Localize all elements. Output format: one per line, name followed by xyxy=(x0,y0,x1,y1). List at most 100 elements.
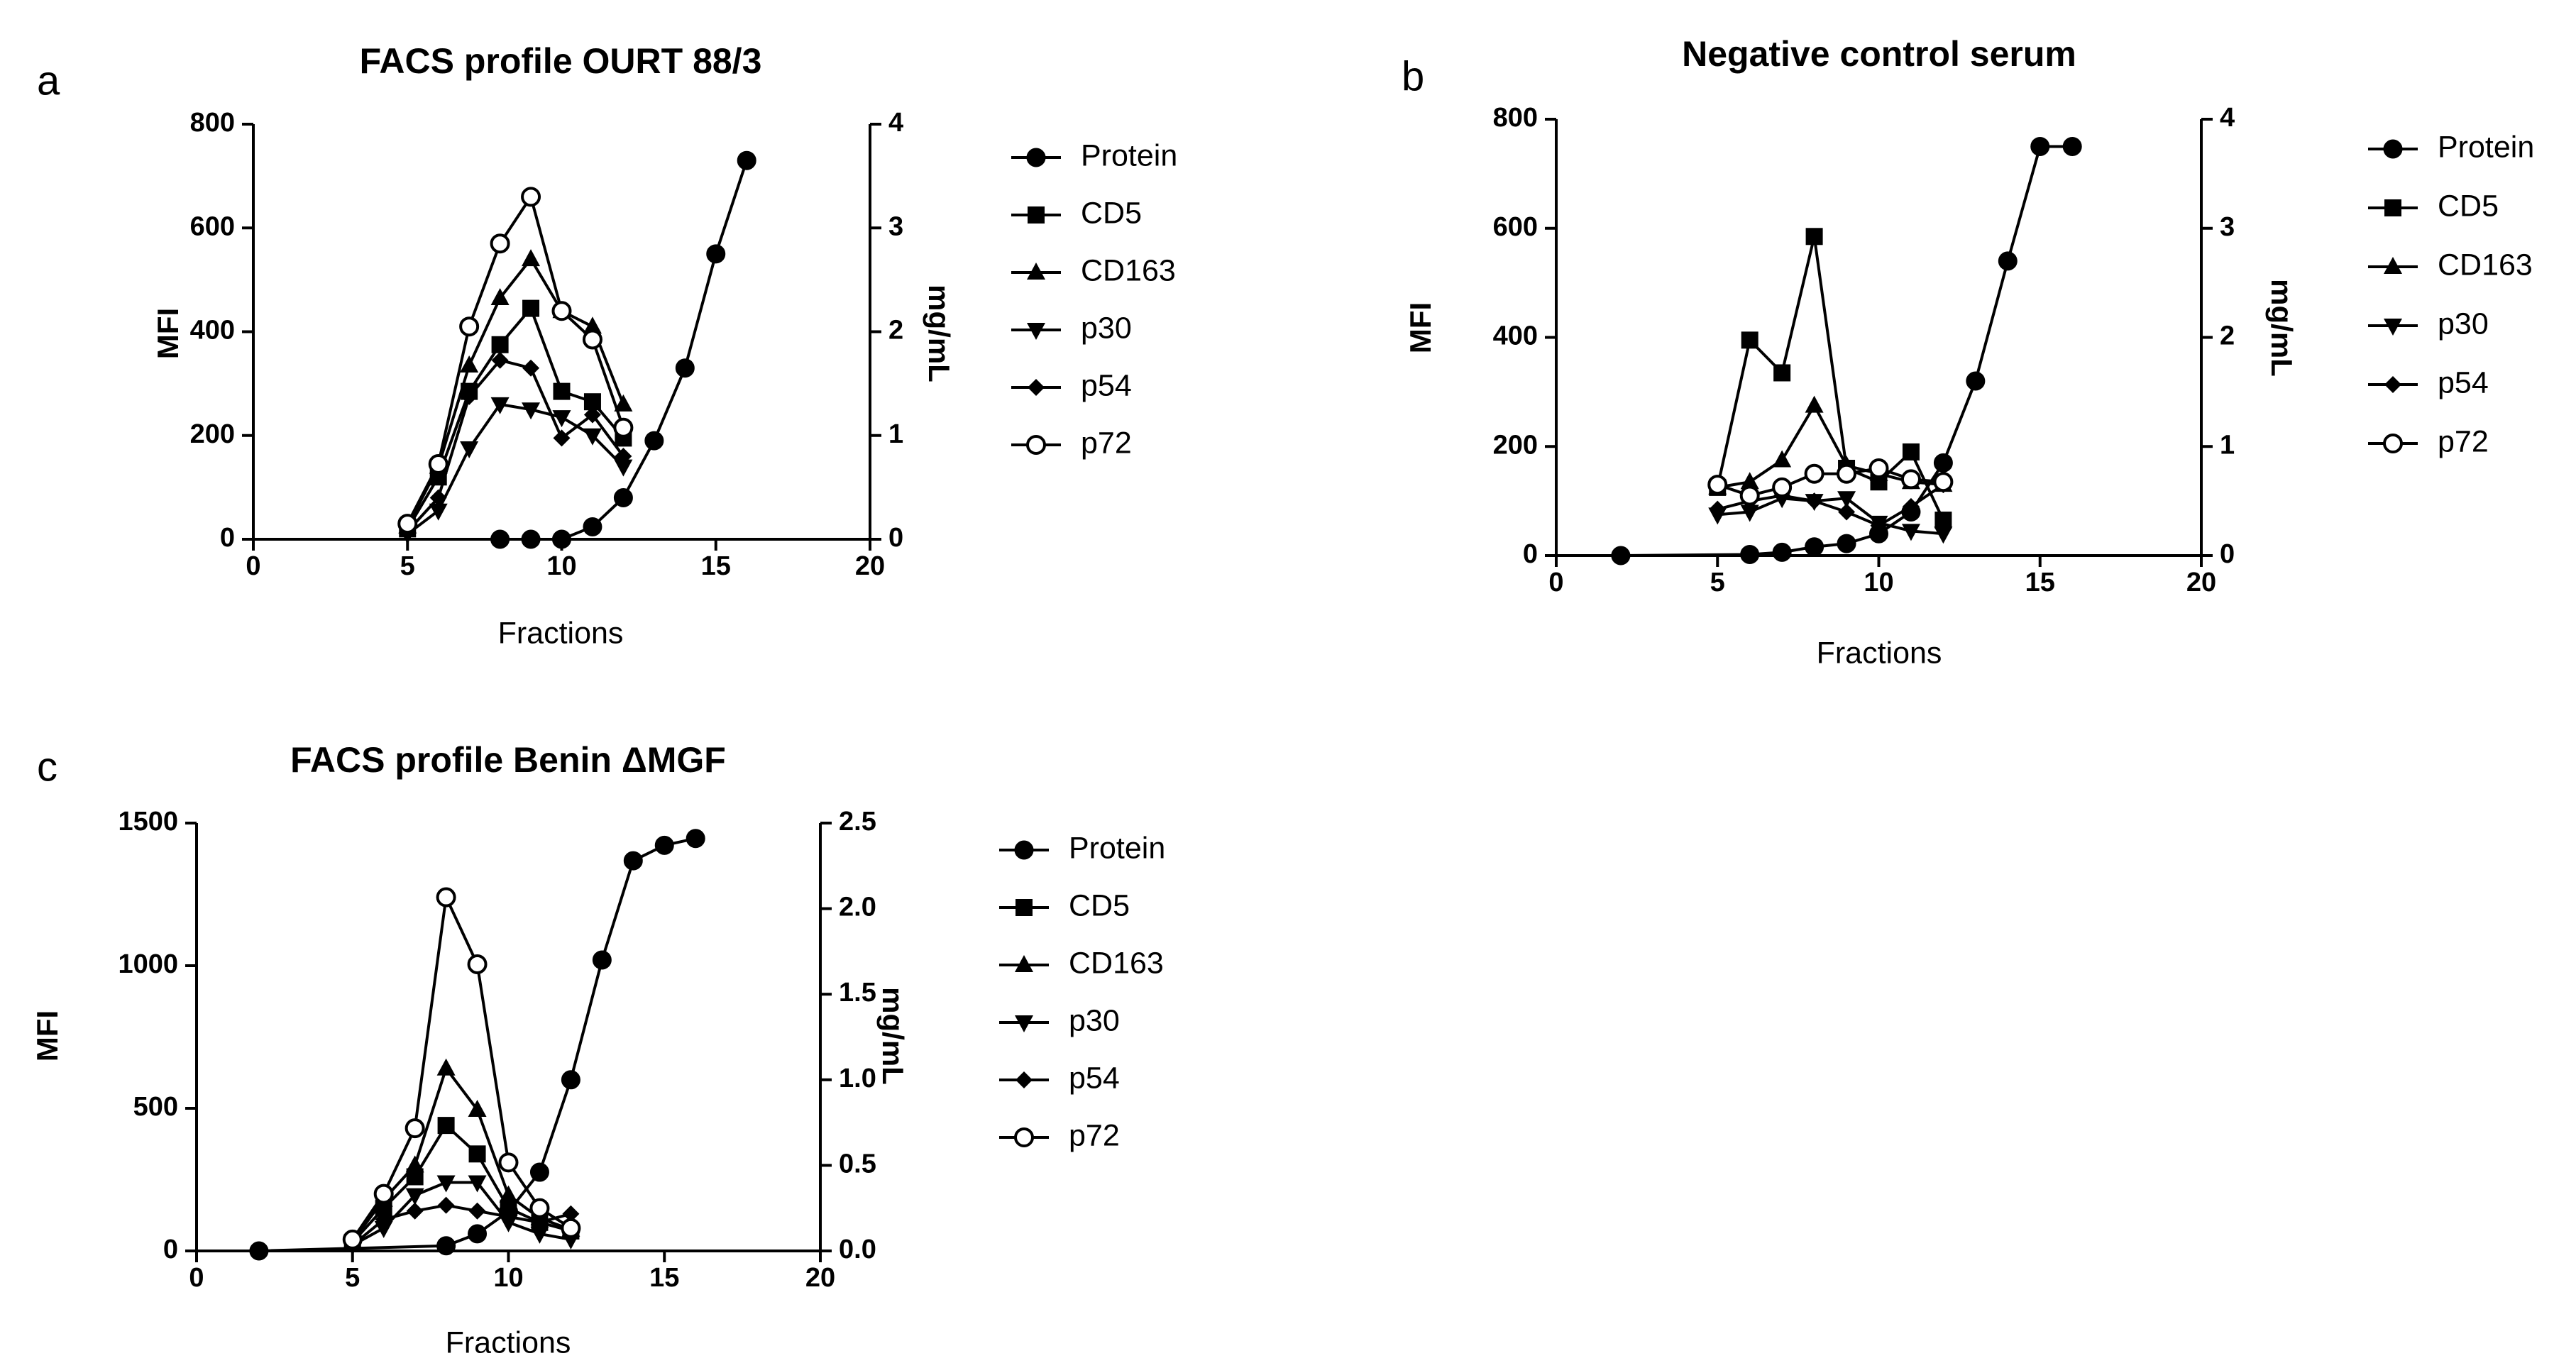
data-point-protein-b xyxy=(2062,136,2082,156)
y2-tick-label-b: 1 xyxy=(2220,430,2235,460)
legend-label-p72-c: p72 xyxy=(1069,1118,1120,1152)
y-tick-label-c: 0 xyxy=(163,1235,178,1264)
series-cd163-a xyxy=(398,249,633,534)
legend-marker-cd163-b xyxy=(2384,257,2402,274)
data-point-protein-b xyxy=(1805,537,1824,557)
data-point-p30-b xyxy=(1837,491,1856,509)
data-point-p54-b xyxy=(1709,500,1727,518)
data-point-protein-b xyxy=(1933,453,1953,473)
y-tick-label-a: 0 xyxy=(220,523,235,553)
legend-label-p54-a: p54 xyxy=(1081,368,1132,402)
y-tick-label-b: 600 xyxy=(1493,212,1538,242)
data-point-p30-b xyxy=(1901,524,1920,541)
y-tick-label-c: 1500 xyxy=(118,807,178,837)
data-point-p54-c xyxy=(562,1205,580,1223)
legend-label-cd163-a: CD163 xyxy=(1081,253,1176,287)
data-point-cd5-b xyxy=(1773,364,1791,382)
data-point-p54-a xyxy=(583,406,601,424)
data-point-cd5-a xyxy=(491,336,509,353)
chart-title-a: FACS profile OURT 88/3 xyxy=(360,41,762,81)
data-point-cd5-c xyxy=(437,1117,455,1135)
y-tick-label-b: 200 xyxy=(1493,430,1538,460)
panel-letter-c: c xyxy=(37,744,57,790)
legend-item-p72-b: p72 xyxy=(2368,424,2489,458)
data-point-p54-a xyxy=(553,429,571,447)
data-point-p30-a xyxy=(522,402,541,420)
legend-item-p54-a: p54 xyxy=(1011,368,1132,402)
legend-marker-p72-a xyxy=(1026,435,1046,455)
data-point-p54-a xyxy=(615,448,632,465)
legend-marker-cd5-a xyxy=(1028,206,1045,224)
y2-tick-label-a: 3 xyxy=(888,211,903,241)
data-point-protein-c xyxy=(686,829,705,849)
y2-axis-label-a: mg/mL xyxy=(923,285,956,382)
legend-marker-p54-c xyxy=(1015,1071,1033,1088)
data-point-p72-a xyxy=(551,301,572,321)
legend-label-p30-c: p30 xyxy=(1069,1003,1120,1037)
data-point-p72-a xyxy=(397,514,418,534)
x-tick-label-c: 0 xyxy=(189,1263,204,1293)
data-point-p30-a xyxy=(460,441,479,459)
data-point-protein-a xyxy=(613,488,633,507)
y2-tick-label-c: 1.5 xyxy=(839,978,876,1008)
legend-marker-protein-b xyxy=(2383,139,2403,159)
data-point-p54-b xyxy=(1870,517,1888,534)
data-point-cd5-b xyxy=(1741,331,1758,349)
legend-marker-protein-a xyxy=(1026,148,1046,167)
data-point-p72-a xyxy=(582,329,602,350)
y2-tick-label-c: 2.0 xyxy=(839,893,876,922)
legend-marker-p30-a xyxy=(1027,323,1045,340)
data-point-p72-b xyxy=(1933,472,1954,492)
data-point-p54-b xyxy=(1838,503,1856,521)
y2-axis-label-c: mg/mL xyxy=(876,987,910,1085)
legend-marker-cd5-b xyxy=(2384,199,2401,216)
x-tick-label-b: 20 xyxy=(2186,568,2216,597)
data-point-protein-a xyxy=(552,529,571,549)
data-point-p54-a xyxy=(461,387,478,405)
data-point-p54-c xyxy=(500,1208,517,1225)
data-point-protein-a xyxy=(583,517,602,536)
x-tick-label-a: 20 xyxy=(855,551,885,581)
data-point-protein-b xyxy=(1740,544,1760,564)
legend-label-protein-b: Protein xyxy=(2438,130,2534,164)
legend-label-p72-a: p72 xyxy=(1081,426,1132,460)
data-point-p30-c xyxy=(405,1188,424,1206)
legend-label-p54-b: p54 xyxy=(2438,365,2489,399)
y2-tick-label-a: 2 xyxy=(888,316,903,346)
data-point-p72-c xyxy=(561,1218,581,1238)
y2-tick-label-a: 4 xyxy=(888,108,903,138)
legend-label-cd5-a: CD5 xyxy=(1081,196,1142,230)
data-point-protein-a xyxy=(706,244,726,264)
y2-tick-label-c: 0.0 xyxy=(839,1235,876,1264)
data-point-p72-c xyxy=(498,1152,519,1173)
legend-item-protein-a: Protein xyxy=(1011,138,1177,172)
data-point-cd5-c xyxy=(468,1145,486,1163)
data-point-p72-a xyxy=(521,187,541,207)
data-point-protein-c xyxy=(468,1224,488,1244)
x-axis-label-a: Fractions xyxy=(498,616,624,650)
data-point-p30-a xyxy=(614,459,633,477)
legend-label-p54-c: p54 xyxy=(1069,1061,1120,1095)
data-point-p30-c xyxy=(374,1220,393,1238)
data-point-p72-a xyxy=(459,316,480,337)
legend-item-cd5-b: CD5 xyxy=(2368,189,2499,223)
y-axis-label-b: MFI xyxy=(1404,302,1437,353)
y2-tick-label-a: 1 xyxy=(888,419,903,449)
data-point-p72-c xyxy=(436,887,456,908)
data-point-protein-b xyxy=(2030,136,2050,156)
data-point-protein-b xyxy=(1998,251,2018,271)
data-point-protein-b xyxy=(1611,546,1631,566)
data-point-protein-a xyxy=(675,358,695,378)
data-point-p30-a xyxy=(490,397,510,414)
data-point-p72-a xyxy=(428,453,448,474)
legend-a: Protein CD5 CD163 p30 p54 p72 xyxy=(1011,138,1177,460)
data-point-p72-c xyxy=(404,1118,425,1139)
data-point-protein-a xyxy=(521,529,541,549)
x-tick-label-a: 15 xyxy=(701,551,731,581)
data-point-p72-b xyxy=(1739,485,1760,506)
y-tick-label-b: 400 xyxy=(1493,321,1538,351)
y2-tick-label-b: 2 xyxy=(2220,321,2235,351)
legend-item-p30-b: p30 xyxy=(2368,307,2489,341)
data-point-cd5-a xyxy=(522,299,540,317)
legend-label-protein-c: Protein xyxy=(1069,831,1165,865)
